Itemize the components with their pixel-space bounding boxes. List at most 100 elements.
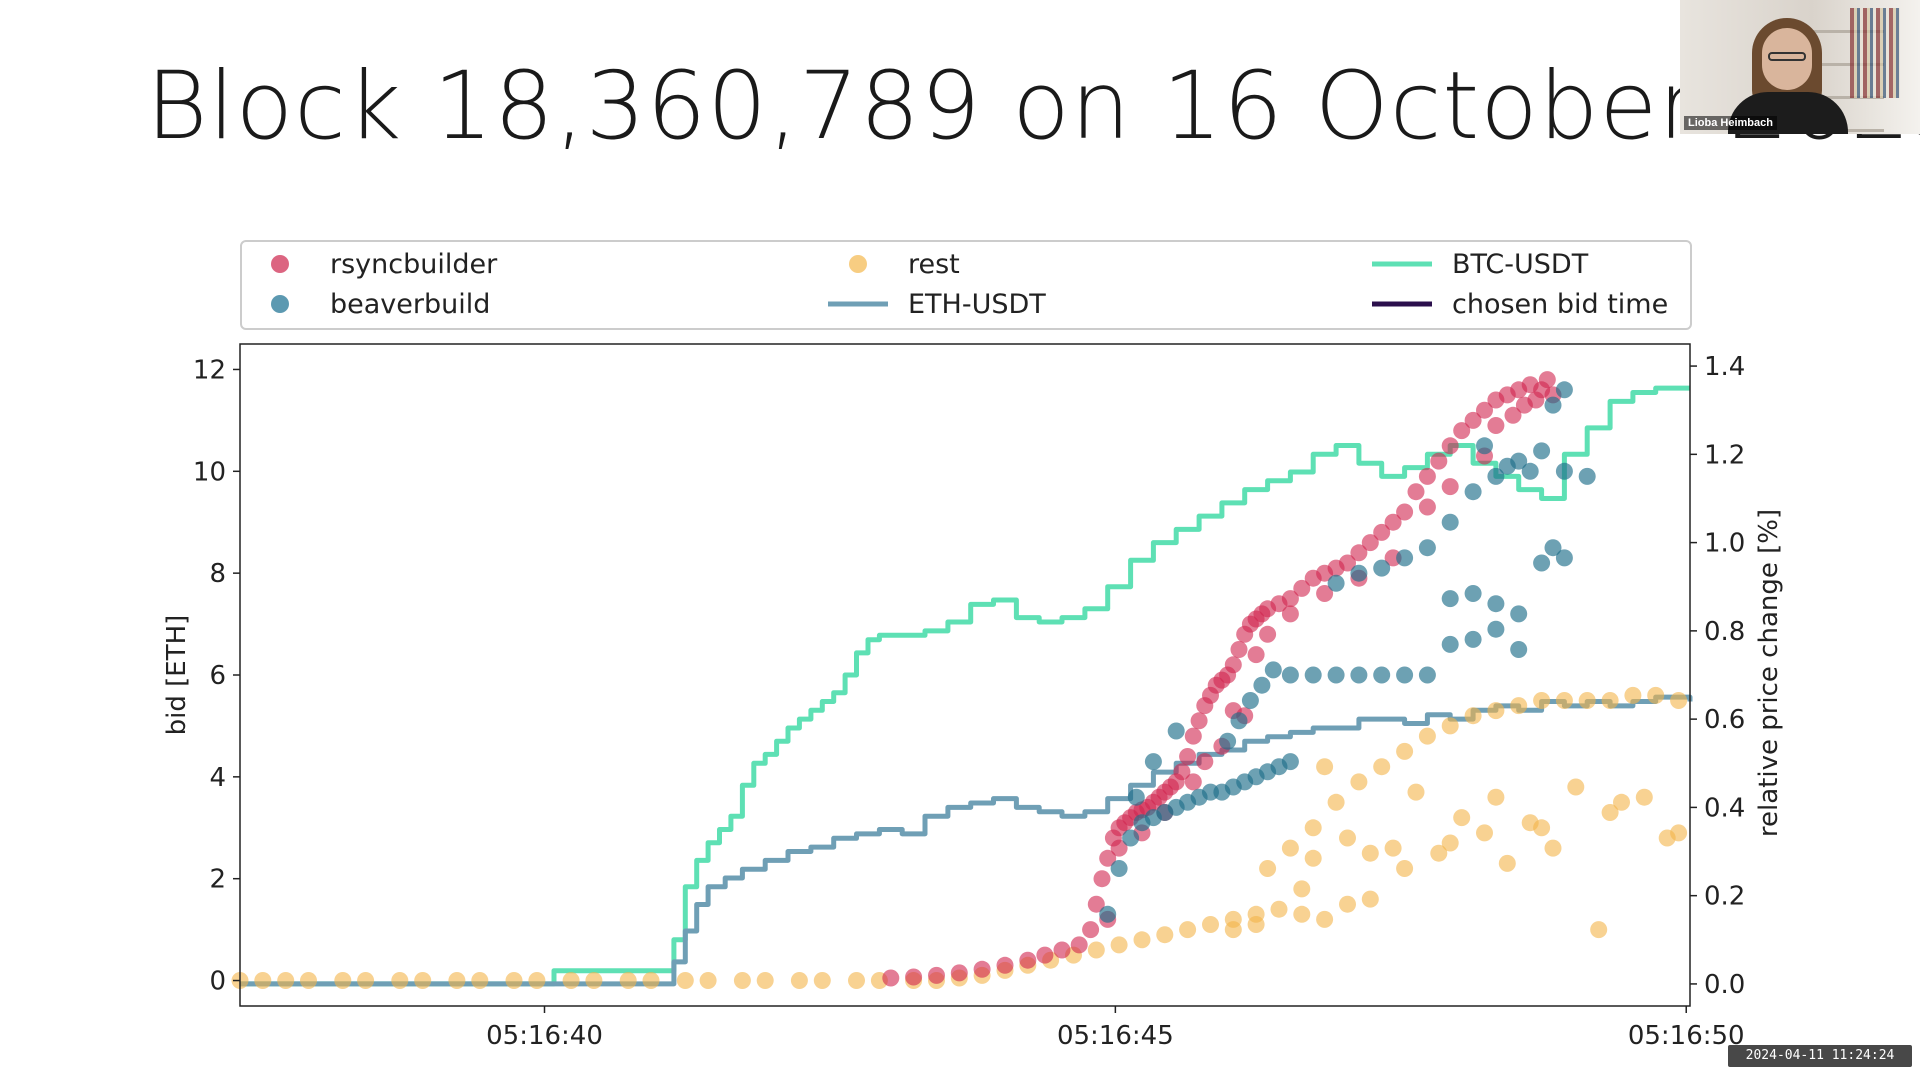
point-rest [1327,793,1345,811]
point-rest [1601,692,1619,709]
legend-label: BTC-USDT [1452,249,1589,280]
point-beaverbuild [1487,620,1505,638]
point-rsyncbuilder [1430,452,1448,470]
point-beaverbuild [1555,462,1573,480]
legend-marker-rest [849,255,867,273]
point-rsyncbuilder [1361,534,1379,552]
point-rest [1498,854,1516,872]
point-rsyncbuilder [1184,773,1202,791]
point-rsyncbuilder [1339,554,1356,572]
point-rest [1567,778,1585,796]
point-beaverbuild [1487,595,1505,613]
point-beaverbuild [1533,442,1551,460]
y-axis-label: bid [ETH] [162,615,192,736]
point-rest [254,972,272,989]
y2-tick-label: 1.4 [1704,352,1745,382]
point-rsyncbuilder [1281,590,1299,608]
point-rsyncbuilder [1418,467,1436,485]
point-rest [1224,921,1242,939]
point-beaverbuild [1555,381,1573,399]
y-tick-label: 2 [209,865,226,895]
point-rsyncbuilder [1504,406,1522,424]
point-rest [300,972,317,989]
series-line-btc-usdt [240,385,1690,987]
point-rest [1339,829,1356,847]
point-beaverbuild [1327,574,1345,592]
y2-tick-label: 0.4 [1704,793,1745,823]
legend-label: rsyncbuilder [330,249,498,280]
point-beaverbuild [1510,641,1528,658]
point-rsyncbuilder [1476,401,1493,419]
point-rest [1281,839,1299,857]
point-beaverbuild [1167,722,1185,740]
point-rsyncbuilder [1453,422,1471,440]
point-rsyncbuilder [1418,498,1436,516]
point-beaverbuild [1418,539,1436,557]
point-rsyncbuilder [1487,417,1505,434]
point-rsyncbuilder [1384,513,1402,531]
point-rest [1453,809,1471,827]
point-rest [414,972,432,989]
point-rest [1441,717,1459,735]
point-rest [1304,819,1322,837]
legend-marker-rsyncbuilder [271,255,289,273]
point-rsyncbuilder [1110,839,1128,857]
point-rest [1156,926,1174,944]
point-rsyncbuilder [1316,585,1334,602]
point-rest [1601,804,1619,821]
point-beaverbuild [1418,666,1436,684]
point-beaverbuild [1144,753,1162,771]
point-beaverbuild [1253,676,1271,694]
slide-title: Block 18,360,789 on 16 October 2023 [146,52,1920,161]
point-beaverbuild [1487,467,1505,485]
speaker-glasses [1768,52,1806,61]
point-rsyncbuilder [1053,941,1071,959]
legend-label: chosen bid time [1452,289,1668,320]
point-rest [1487,702,1505,720]
point-beaverbuild [1281,753,1299,771]
point-rsyncbuilder [996,956,1014,974]
legend-label: ETH-USDT [908,289,1046,320]
point-rsyncbuilder [1224,656,1242,674]
point-beaverbuild [1241,692,1259,709]
point-beaverbuild [1544,396,1562,414]
point-rest [471,972,489,989]
point-rsyncbuilder [1184,727,1202,745]
point-rsyncbuilder [1515,396,1533,414]
point-rsyncbuilder [1464,411,1482,429]
point-beaverbuild [1555,549,1573,567]
point-rest [790,972,808,989]
point-rest [562,972,580,989]
point-rest [1487,788,1505,806]
point-rsyncbuilder [1093,870,1111,888]
point-rest [699,972,717,989]
y2-tick-label: 0.2 [1704,882,1745,912]
point-rsyncbuilder [1407,483,1425,501]
point-rest [1590,921,1608,939]
legend-box [240,240,1692,330]
point-rest [676,972,694,989]
point-beaverbuild [1219,732,1237,750]
point-beaverbuild [1498,457,1516,475]
point-rsyncbuilder [1036,946,1054,964]
point-rsyncbuilder [928,966,945,984]
y-tick-label: 0 [209,967,226,997]
point-rest [1179,921,1197,939]
point-rest [1555,692,1573,709]
point-beaverbuild [1396,549,1414,567]
point-rest [1316,758,1334,776]
point-rest [1533,819,1551,837]
point-beaverbuild [1264,661,1282,679]
y2-tick-label: 0.0 [1704,970,1745,1000]
point-beaverbuild [1464,483,1482,501]
y-tick-label: 12 [193,355,226,385]
point-rest [1670,824,1688,842]
point-beaverbuild [1510,605,1528,623]
x-tick-label: 05:16:40 [486,1021,603,1051]
point-rest [1087,941,1105,959]
point-rsyncbuilder [905,968,923,986]
point-rest [1293,905,1311,923]
point-beaverbuild [1373,559,1391,577]
point-rsyncbuilder [1373,523,1391,541]
point-rest [1259,860,1277,877]
